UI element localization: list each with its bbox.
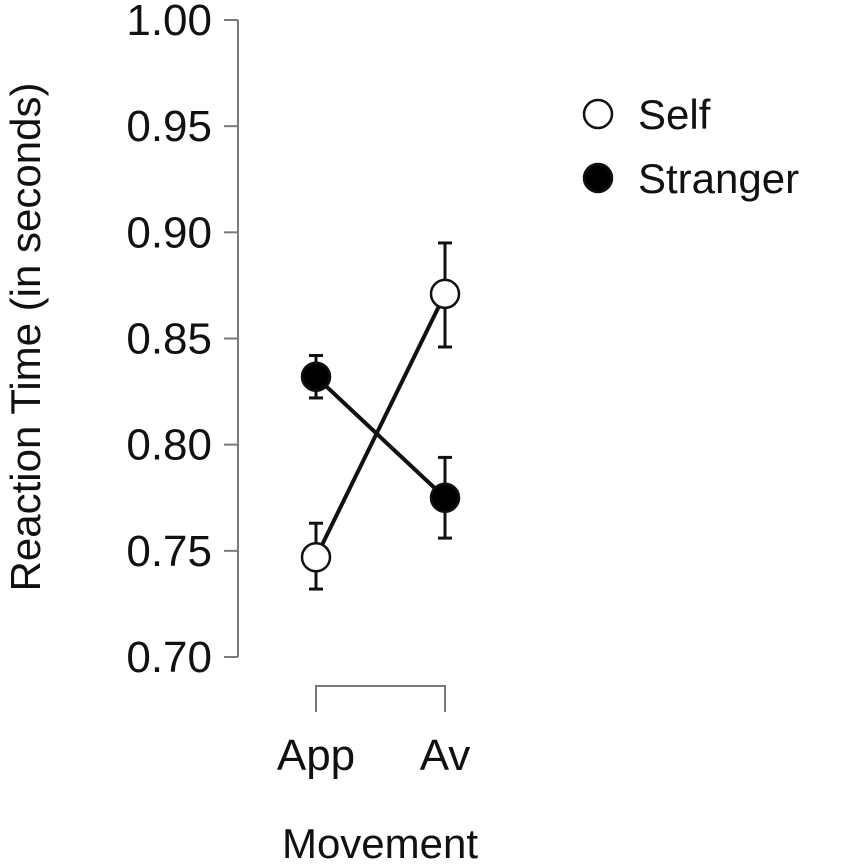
- x-tick-label: App: [277, 731, 355, 780]
- x-axis-line: [315, 685, 446, 712]
- data-point-stranger: [429, 482, 461, 513]
- x-axis: App Av: [277, 685, 471, 780]
- data-point-self: [429, 278, 461, 310]
- legend-marker-self: [582, 98, 614, 130]
- y-tick-label: 0.70: [126, 633, 212, 682]
- legend-label-self: Self: [638, 91, 711, 138]
- y-tick-label: 0.95: [126, 102, 212, 151]
- series-layer: [300, 241, 461, 591]
- y-tick-label: 0.75: [126, 527, 212, 576]
- legend-label-stranger: Stranger: [638, 155, 799, 202]
- y-tick-label: 0.85: [126, 315, 212, 364]
- y-axis-title: Reaction Time (in seconds): [2, 83, 49, 592]
- y-tick-label: 1.00: [126, 0, 212, 45]
- y-tick-label: 0.90: [126, 208, 212, 257]
- series-line-self: [314, 293, 447, 559]
- x-tick-label: Av: [420, 731, 471, 780]
- y-tick-label: 0.80: [126, 421, 212, 470]
- data-point-stranger: [300, 361, 332, 392]
- legend-marker-stranger: [582, 162, 614, 194]
- data-point-self: [300, 541, 332, 573]
- series-line-stranger: [314, 375, 447, 500]
- legend: Self Stranger: [582, 91, 799, 202]
- y-axis: 0.70 0.75 0.80 0.85 0.90 0.95 1.00: [126, 0, 239, 682]
- x-axis-title: Movement: [282, 820, 478, 865]
